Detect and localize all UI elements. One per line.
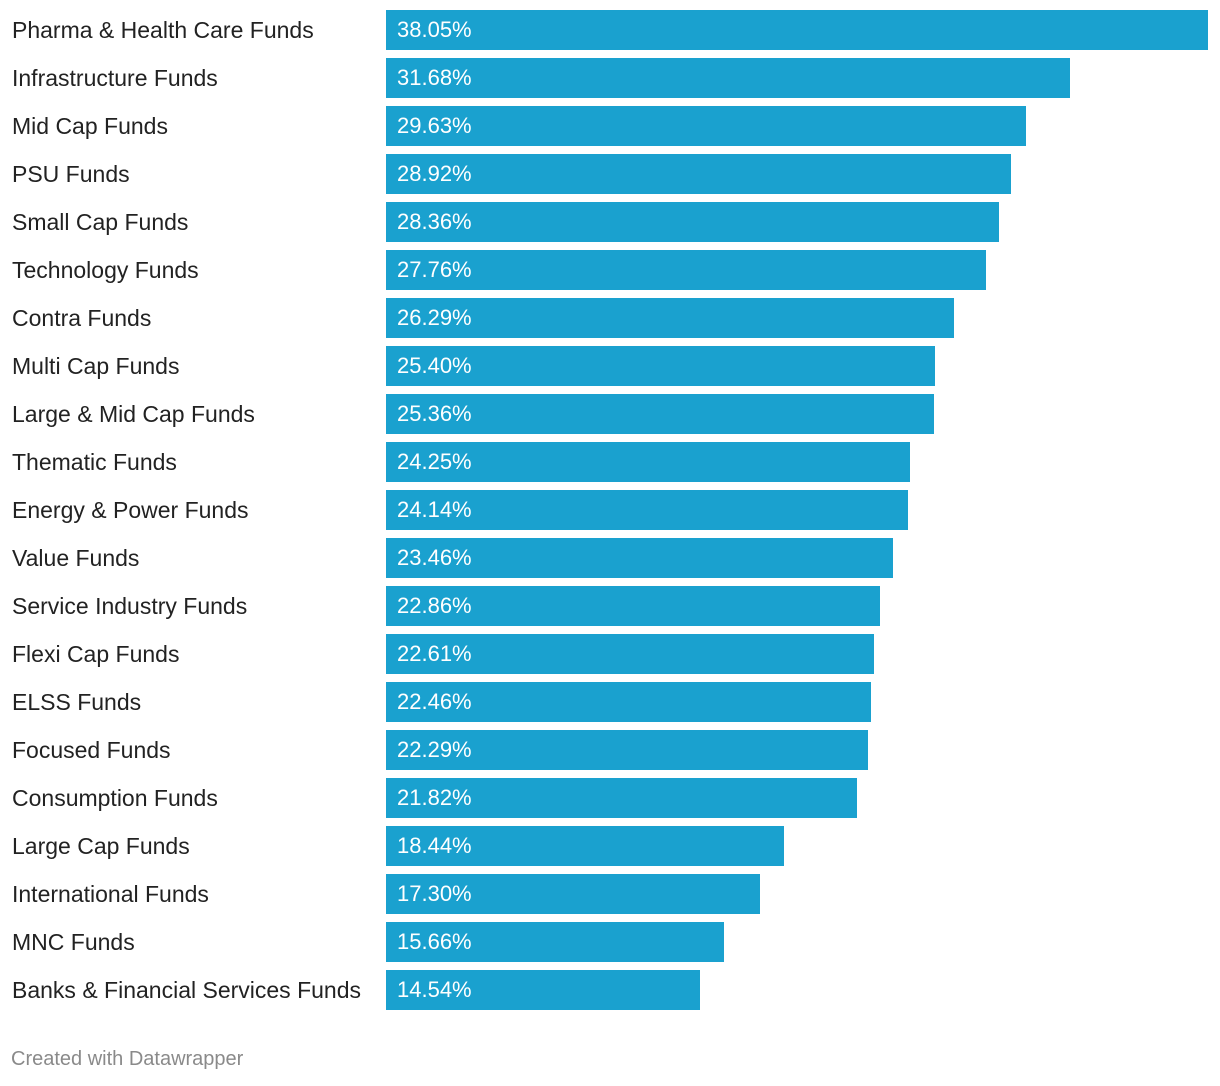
category-label: Pharma & Health Care Funds [12,17,314,43]
bar [386,106,1026,146]
category-label: Large Cap Funds [12,833,190,859]
bar-value-label: 24.14% [397,497,472,522]
bar-chart: Pharma & Health Care Funds 38.05% Infrastr… [0,10,1220,1010]
category-label: Energy & Power Funds [12,497,249,523]
category-label: Focused Funds [12,737,171,763]
chart-row: Pharma & Health Care Funds 38.05% [0,10,1220,50]
bar-value-label: 27.76% [397,257,472,282]
bar [386,346,935,386]
chart-row: Multi Cap Funds 25.40% [0,346,1220,386]
bar [386,10,1208,50]
bar-value-label: 22.86% [397,593,472,618]
bar-value-label: 23.46% [397,545,472,570]
bar-value-label: 17.30% [397,881,472,906]
bar-value-label: 38.05% [397,17,472,42]
bar-value-label: 25.40% [397,353,472,378]
chart-row: Service Industry Funds 22.86% [0,586,1220,626]
bar-value-label: 22.61% [397,641,472,666]
category-label: Value Funds [12,545,140,571]
bar [386,586,880,626]
category-label: Banks & Financial Services Funds [12,977,361,1003]
bar-value-label: 14.54% [397,977,472,1002]
bar-value-label: 29.63% [397,113,472,138]
category-label: Multi Cap Funds [12,353,180,379]
bar [386,682,871,722]
bar-value-label: 28.92% [397,161,472,186]
chart-row: Infrastructure Funds 31.68% [0,58,1220,98]
datawrapper-credit: Created with Datawrapper [11,1048,244,1070]
category-label: International Funds [12,881,209,907]
category-label: Flexi Cap Funds [12,641,180,667]
chart-row: Value Funds 23.46% [0,538,1220,578]
bar [386,970,700,1010]
category-label: Thematic Funds [12,449,177,475]
category-label: Contra Funds [12,305,152,331]
bar [386,490,908,530]
bar [386,826,784,866]
chart-row: Large & Mid Cap Funds 25.36% [0,394,1220,434]
bar-value-label: 26.29% [397,305,472,330]
bar [386,394,934,434]
bar-value-label: 25.36% [397,401,472,426]
category-label: PSU Funds [12,161,130,187]
chart-row: ELSS Funds 22.46% [0,682,1220,722]
bar [386,730,868,770]
bar [386,154,1011,194]
bar-value-label: 15.66% [397,929,472,954]
category-label: ELSS Funds [12,689,142,715]
category-label: Technology Funds [12,257,199,283]
bar-value-label: 22.46% [397,689,472,714]
chart-row: Banks & Financial Services Funds 14.54% [0,970,1220,1010]
category-label: Mid Cap Funds [12,113,168,139]
bar-value-label: 24.25% [397,449,472,474]
bar-value-label: 18.44% [397,833,472,858]
category-label: MNC Funds [12,929,135,955]
chart-row: Flexi Cap Funds 22.61% [0,634,1220,674]
bar-value-label: 22.29% [397,737,472,762]
bar [386,538,893,578]
chart-row: International Funds 17.30% [0,874,1220,914]
chart-row: Contra Funds 26.29% [0,298,1220,338]
chart-row: Mid Cap Funds 29.63% [0,106,1220,146]
bar-value-label: 31.68% [397,65,472,90]
chart-row: Consumption Funds 21.82% [0,778,1220,818]
bar [386,634,874,674]
chart-row: MNC Funds 15.66% [0,922,1220,962]
bar-value-label: 21.82% [397,785,472,810]
chart-row: Energy & Power Funds 24.14% [0,490,1220,530]
chart-row: Thematic Funds 24.25% [0,442,1220,482]
bar [386,778,857,818]
bar [386,922,724,962]
bar [386,58,1070,98]
bar [386,298,954,338]
chart-row: PSU Funds 28.92% [0,154,1220,194]
bar-value-label: 28.36% [397,209,472,234]
bar [386,442,910,482]
chart-row: Technology Funds 27.76% [0,250,1220,290]
category-label: Consumption Funds [12,785,218,811]
chart-row: Large Cap Funds 18.44% [0,826,1220,866]
bar [386,874,760,914]
bar [386,202,999,242]
category-label: Service Industry Funds [12,593,248,619]
category-label: Infrastructure Funds [12,65,218,91]
chart-row: Focused Funds 22.29% [0,730,1220,770]
category-label: Large & Mid Cap Funds [12,401,255,427]
chart-row: Small Cap Funds 28.36% [0,202,1220,242]
bar [386,250,986,290]
category-label: Small Cap Funds [12,209,189,235]
